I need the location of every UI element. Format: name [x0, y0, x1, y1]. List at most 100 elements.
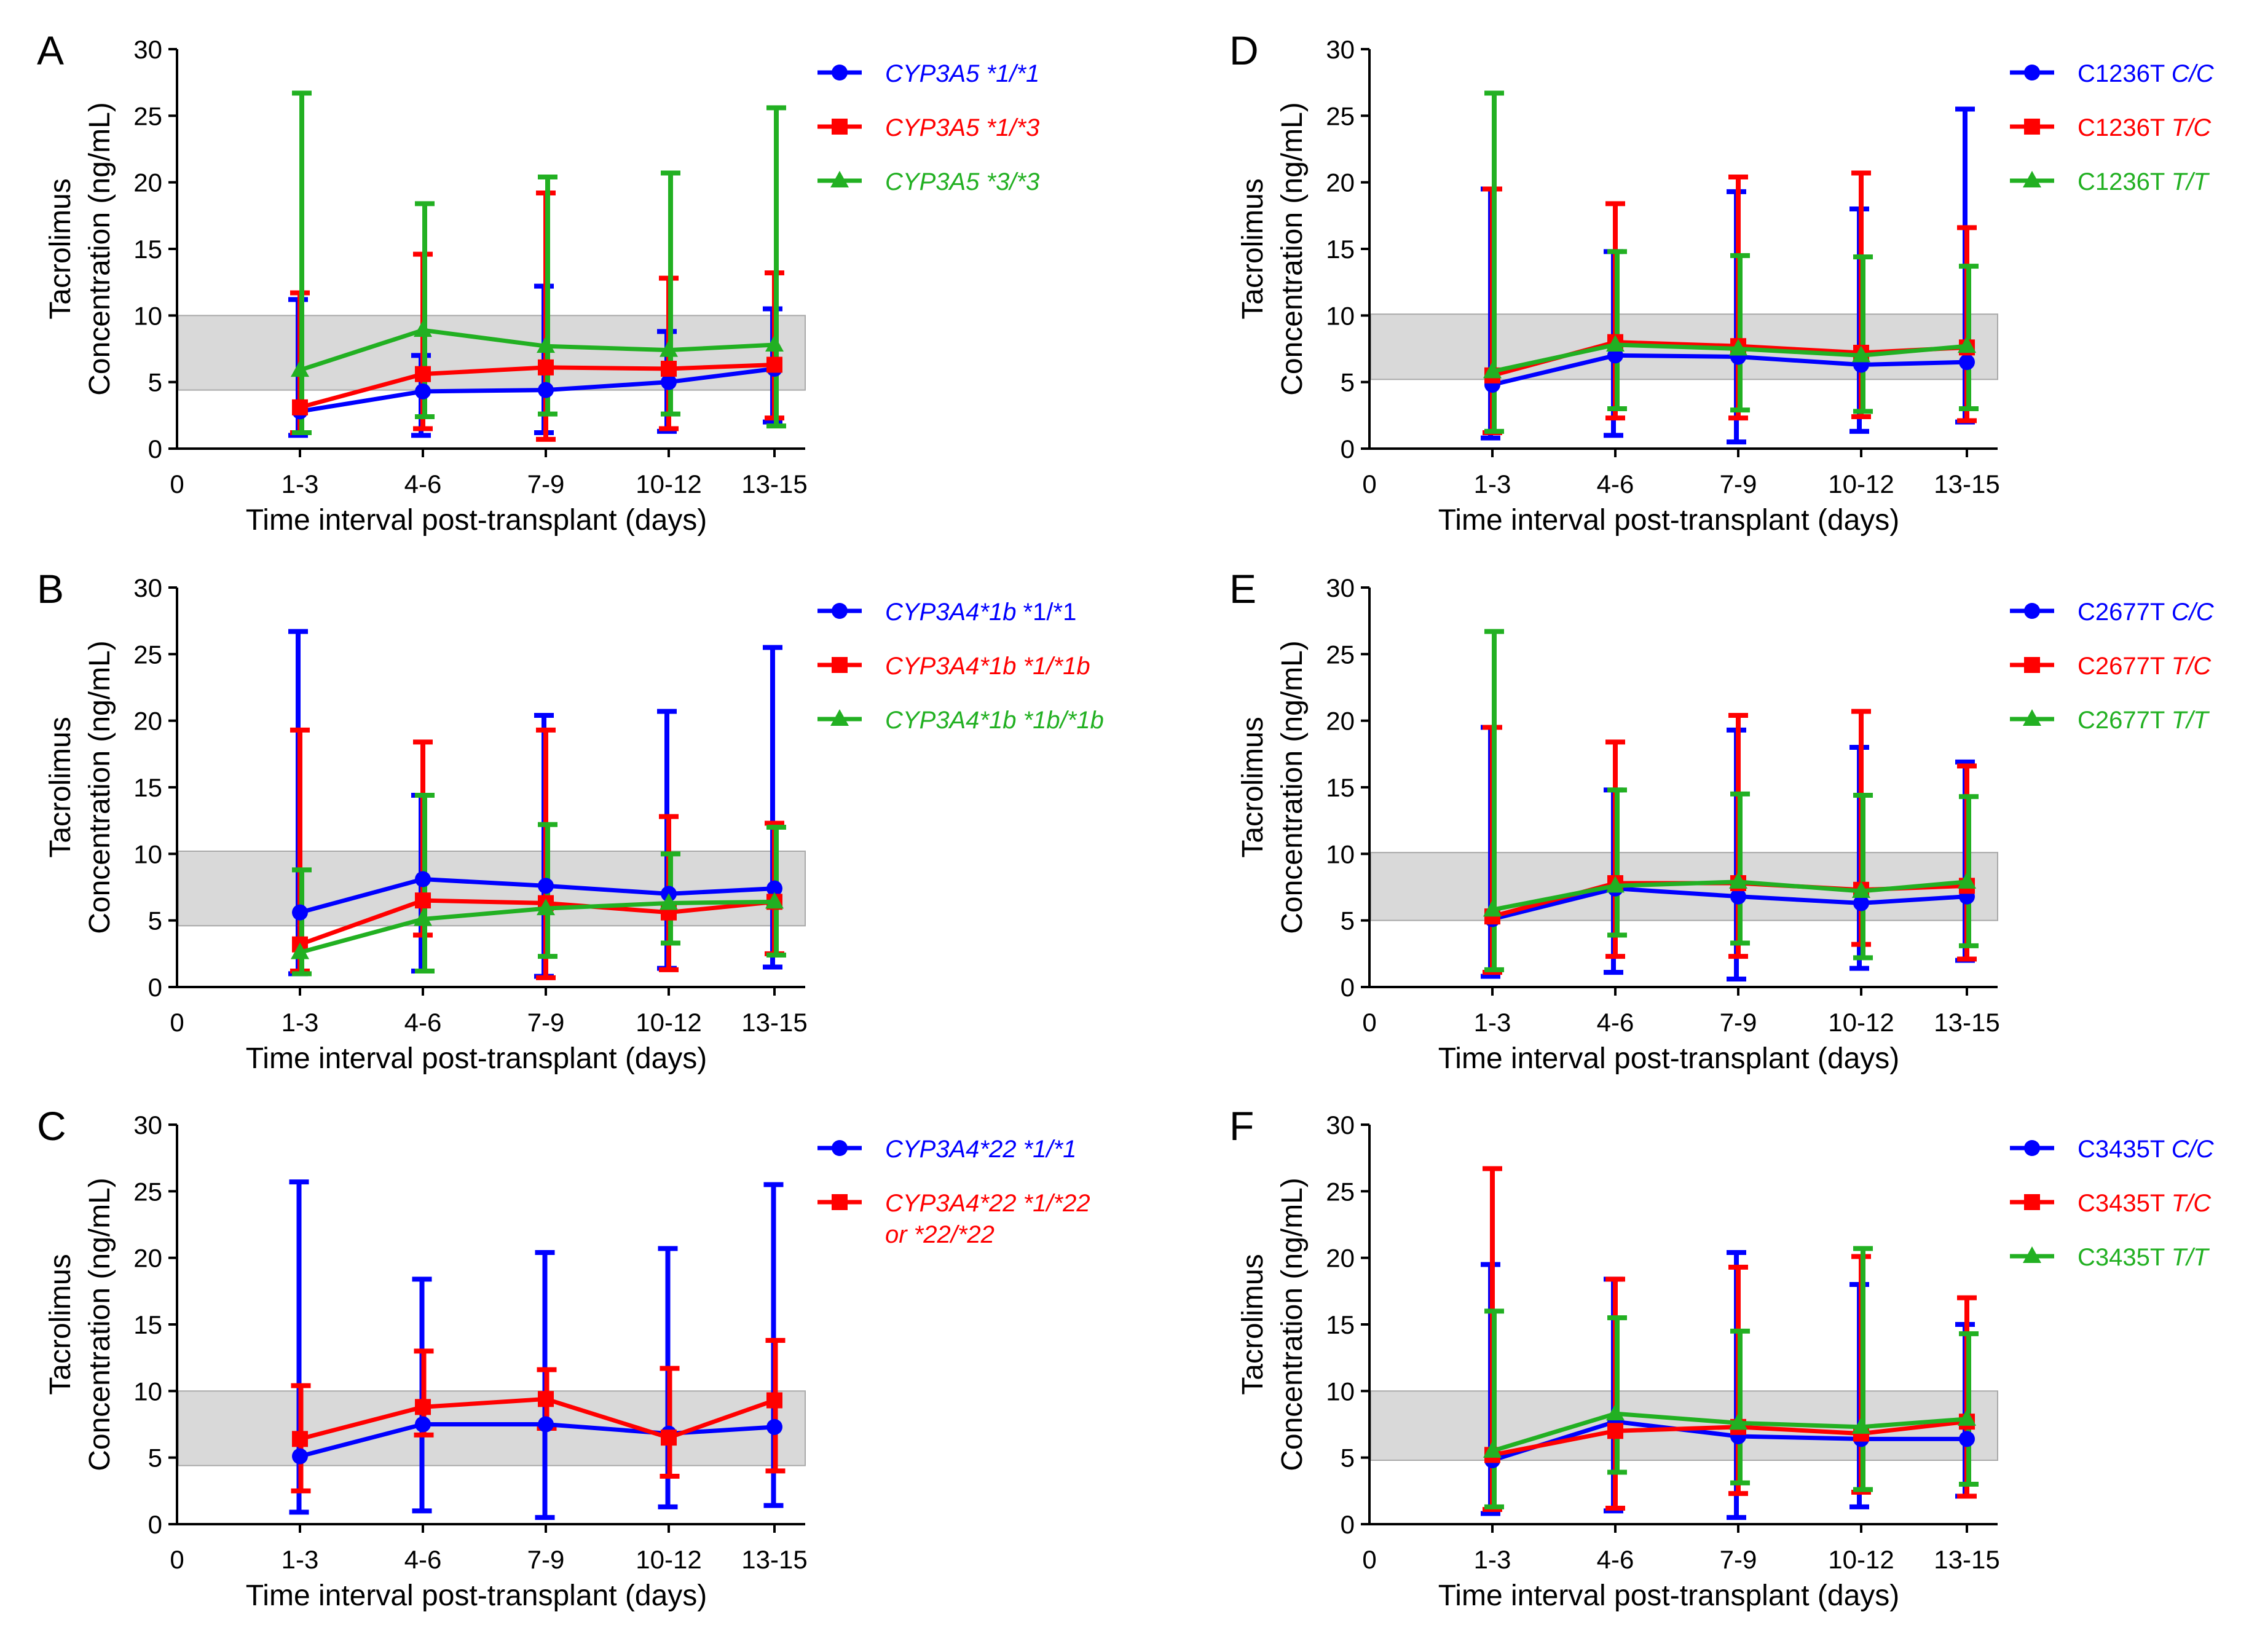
data-point [766, 1392, 782, 1409]
legend-label-part: T/T [2172, 168, 2210, 195]
data-point [291, 942, 309, 959]
y-tick-label: 30 [1326, 573, 1355, 602]
chart-panel-a: A 0 5 10 15 20 25 30 0 1-3 4-6 7-9 10-12 13-15 Time in… [37, 28, 1039, 537]
y-tick-label: 30 [1326, 1111, 1355, 1139]
data-point [660, 893, 678, 910]
x-tick-label: 4-6 [1597, 1008, 1634, 1037]
y-tick-label: 20 [133, 168, 162, 197]
x-tick-label: 13-15 [741, 1545, 807, 1574]
legend-label-part: C1236T [2078, 168, 2172, 195]
y-tick-label: 15 [1326, 1310, 1355, 1339]
x-tick-label: 7-9 [1720, 1008, 1757, 1037]
x-tick-label: 0 [170, 1545, 184, 1574]
legend-entry: C1236T C/C [2010, 60, 2215, 87]
y-tick-label: 5 [148, 368, 162, 397]
y-tick-label: 30 [1326, 35, 1355, 64]
y-tick-label: 5 [148, 907, 162, 935]
x-tick-label: 0 [170, 1008, 184, 1037]
x-tick-label: 13-15 [741, 470, 807, 498]
data-point [1730, 888, 1746, 905]
legend-label: CYP3A5 *1/*1 [885, 60, 1039, 87]
data-point [1606, 876, 1625, 893]
legend-label: C2677T T/T [2078, 707, 2210, 734]
y-tick-label: 25 [1326, 640, 1355, 669]
legend-entry: CYP3A5 *1/*1 [817, 60, 1039, 87]
legend-swatch-marker [832, 119, 848, 135]
x-tick-label: 7-9 [527, 1008, 565, 1037]
y-axis-title-line2: Concentration (ng/mL) [84, 102, 116, 396]
x-tick-label: 1-3 [282, 1545, 319, 1574]
data-point [661, 1430, 677, 1446]
data-point [765, 892, 784, 909]
y-axis-title-line2: Concentration (ng/mL) [84, 640, 116, 934]
y-tick-label: 20 [133, 1244, 162, 1273]
data-point [1852, 881, 1870, 898]
y-tick-label: 25 [1326, 101, 1355, 130]
data-point [660, 340, 678, 357]
x-tick-label: 10-12 [636, 1545, 701, 1574]
y-axis-title-line1: Tacrolimus [1237, 1254, 1269, 1394]
x-tick-label: 0 [1362, 1545, 1376, 1574]
y-axis-title-line1: Tacrolimus [44, 717, 77, 857]
data-point [1958, 871, 1976, 889]
legend-label: C1236T T/C [2078, 114, 2212, 141]
legend-swatch-marker [832, 65, 848, 81]
y-tick-label: 5 [1341, 907, 1355, 935]
data-point [538, 359, 554, 376]
legend-label: CYP3A4*22 *1/*1 [885, 1136, 1076, 1163]
y-tick-label: 25 [133, 640, 162, 669]
data-point [414, 909, 432, 926]
legend-entry: CYP3A4*1b *1/*1b [817, 653, 1090, 680]
data-point [1606, 1404, 1625, 1421]
chart-panel-d: D 0 5 10 15 20 25 30 0 1-3 4-6 7-9 10-12 13-15 Time in… [1229, 28, 2215, 537]
y-axis-title-line2: Concentration (ng/mL) [84, 1178, 116, 1471]
legend-label: CYP3A4*22 *1/*22 [885, 1190, 1090, 1217]
data-point [537, 899, 555, 916]
legend-swatch-marker [832, 603, 848, 619]
legend-label-part: T/T [2172, 1244, 2210, 1271]
y-tick-label: 30 [133, 1111, 162, 1139]
data-point [1852, 1417, 1870, 1434]
x-axis-title: Time interval post-transplant (days) [1438, 1042, 1900, 1075]
y-tick-label: 25 [133, 1177, 162, 1206]
chart-panel-e: E 0 5 10 15 20 25 30 0 1-3 4-6 7-9 10-12 13-15 Time in… [1229, 566, 2215, 1075]
x-tick-label: 4-6 [404, 470, 442, 498]
y-tick-label: 15 [1326, 773, 1355, 802]
x-tick-label: 13-15 [1934, 1545, 1999, 1574]
data-point [538, 878, 554, 894]
y-axis-title-line1: Tacrolimus [44, 1254, 77, 1394]
legend-label-part: CYP3A5 *1/*3 [885, 114, 1039, 141]
x-tick-label: 7-9 [527, 470, 565, 498]
x-tick-label: 1-3 [1474, 1545, 1511, 1574]
data-point [765, 335, 784, 352]
legend-label-part: C1236T [2078, 60, 2172, 87]
x-axis-title: Time interval post-transplant (days) [246, 1042, 707, 1075]
legend-label-part: C3435T [2078, 1190, 2172, 1217]
y-tick-label: 0 [1341, 435, 1355, 463]
y-tick-label: 10 [1326, 1377, 1355, 1406]
legend-label-part: C3435T [2078, 1244, 2172, 1271]
x-tick-label: 1-3 [1474, 1008, 1511, 1037]
y-axis-title-line1: Tacrolimus [1237, 717, 1269, 857]
legend-label-part: CYP3A4*22 *1/*22 [885, 1190, 1090, 1217]
x-tick-label: 10-12 [1828, 1545, 1894, 1574]
legend-swatch-marker [2024, 1140, 2040, 1156]
x-axis-title: Time interval post-transplant (days) [246, 504, 707, 537]
y-tick-label: 5 [148, 1444, 162, 1473]
legend-label: C2677T T/C [2078, 653, 2212, 680]
data-point [415, 383, 431, 399]
y-tick-label: 25 [133, 101, 162, 130]
data-point [1959, 1431, 1975, 1447]
y-tick-label: 10 [133, 1377, 162, 1406]
legend-label: C2677T C/C [2078, 599, 2215, 626]
legend-label: C3435T T/T [2078, 1244, 2210, 1271]
y-tick-label: 20 [1326, 168, 1355, 197]
legend-swatch-marker [832, 657, 848, 673]
data-point [1853, 895, 1869, 911]
legend-label-line2: or *22/*22 [885, 1221, 995, 1248]
legend-swatch-marker [2024, 1194, 2040, 1210]
data-point [415, 1399, 431, 1415]
x-tick-label: 7-9 [1720, 1545, 1757, 1574]
legend-entry: CYP3A5 *1/*3 [817, 114, 1039, 141]
y-tick-label: 10 [133, 301, 162, 330]
